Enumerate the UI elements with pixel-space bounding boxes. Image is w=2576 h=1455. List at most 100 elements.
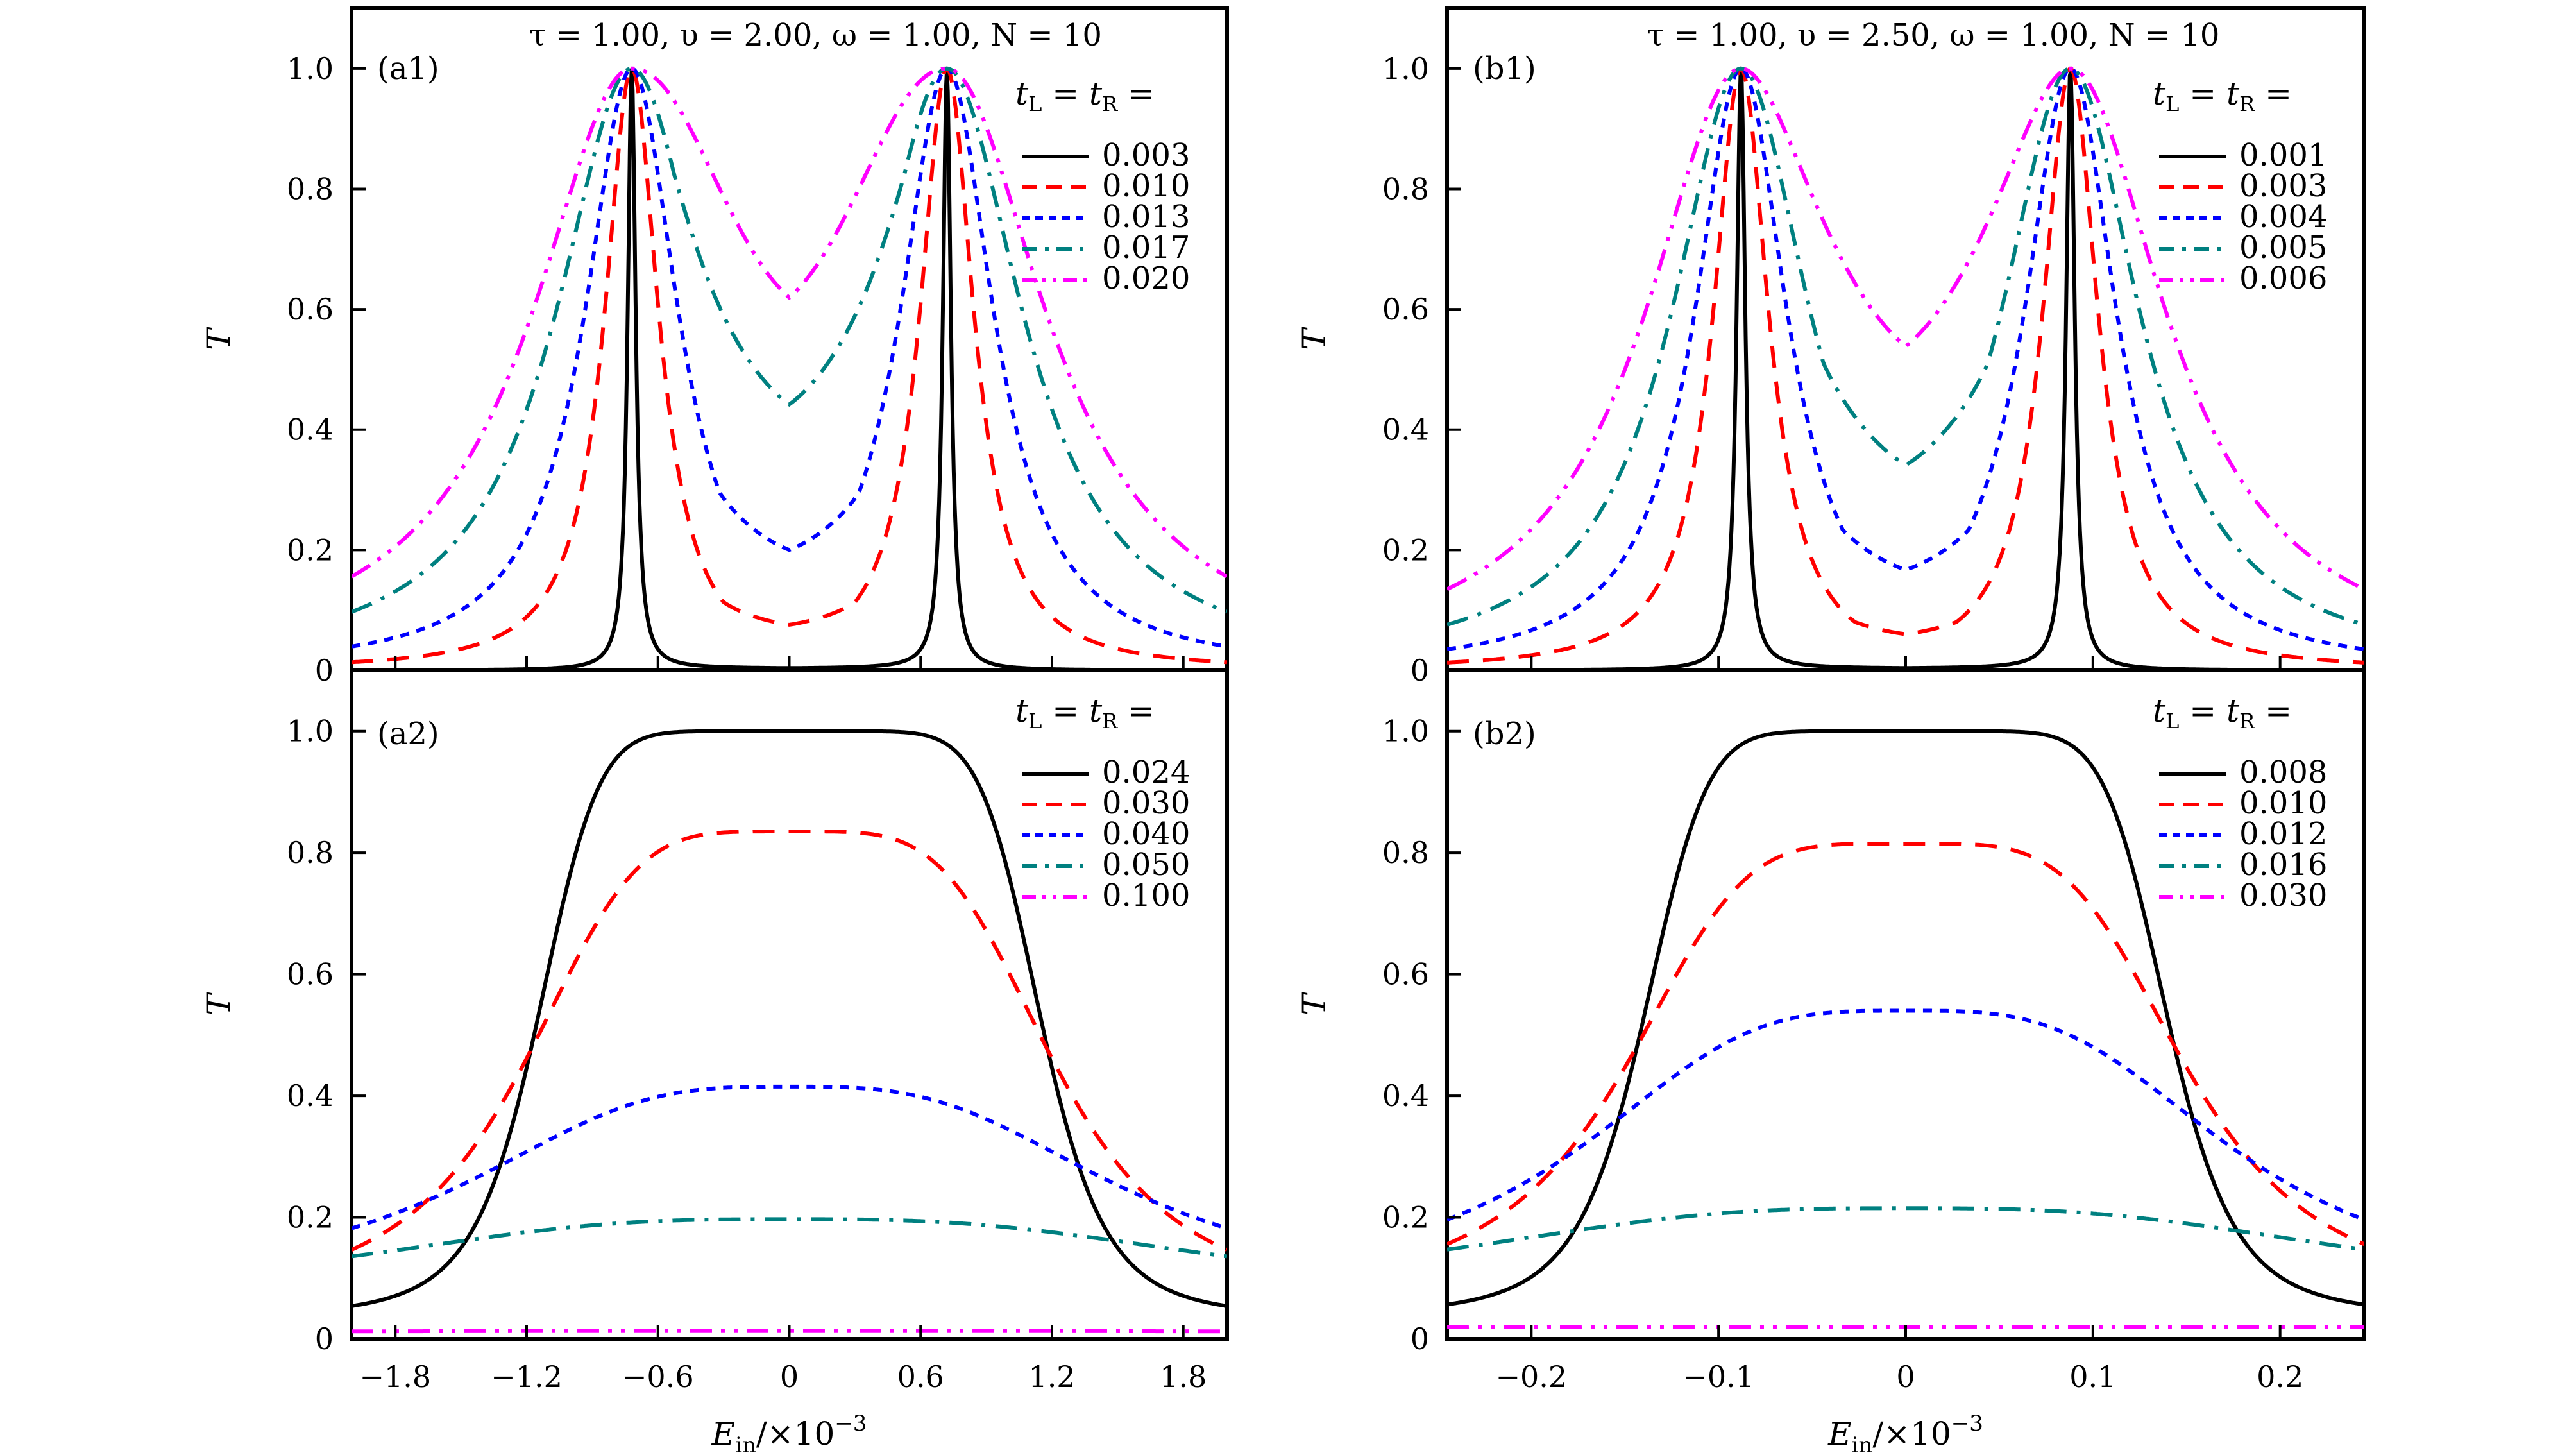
legend-label: 0.016 bbox=[2239, 847, 2327, 883]
y-axis-title: T bbox=[200, 992, 237, 1016]
y-tick-label: 0.8 bbox=[1382, 835, 1429, 870]
legend-label: 0.006 bbox=[2239, 260, 2327, 296]
series-line-0.024 bbox=[352, 729, 1227, 1308]
y-tick-label: 0.8 bbox=[287, 835, 334, 870]
y-tick-label: 0 bbox=[1411, 653, 1429, 688]
x-tick-label: 0 bbox=[1896, 1359, 1915, 1394]
x-tick-label: 1.8 bbox=[1160, 1359, 1207, 1394]
y-tick-label: 0.8 bbox=[1382, 171, 1429, 206]
series-line-0.010 bbox=[352, 66, 1227, 665]
legend-label: 0.001 bbox=[2239, 137, 2327, 173]
y-tick-label: 1.0 bbox=[287, 51, 334, 86]
plot-frame bbox=[1445, 668, 2366, 1341]
series-line-0.005 bbox=[1447, 66, 2364, 627]
y-tick-label: 0.6 bbox=[287, 957, 334, 992]
legend-label: 0.003 bbox=[2239, 168, 2327, 204]
y-tick-label: 0.4 bbox=[1382, 413, 1429, 447]
panel-a2: −1.8 −1.2 −0.6 0 0.6 1.2 1.8 00.20.40.60.81.0 … bbox=[200, 668, 1229, 1455]
y-ticks: 0 0.2 0.4 0.6 0.8 1.0 bbox=[287, 51, 366, 688]
legend-label: 0.004 bbox=[2239, 199, 2327, 235]
legend-label: 0.010 bbox=[1102, 168, 1190, 204]
y-tick-label: 1.0 bbox=[1382, 51, 1429, 86]
y-ticks: 0 0.2 0.4 0.6 0.8 1.0 bbox=[1382, 51, 1461, 688]
y-tick-label: 0.2 bbox=[1382, 532, 1429, 567]
series-line-0.003 bbox=[1447, 66, 2364, 665]
legend-label: 0.017 bbox=[1102, 230, 1190, 266]
x-axis-title: Ein/×10−3 bbox=[1827, 1411, 1983, 1455]
y-axis-title: T bbox=[200, 327, 237, 350]
series-line-0.020 bbox=[352, 66, 1227, 579]
y-tick-label: 0.8 bbox=[287, 171, 334, 206]
x-tick-label: 0.2 bbox=[2257, 1359, 2303, 1394]
legend-title: tL = tR = bbox=[1015, 75, 1155, 116]
legend-title: tL = tR = bbox=[1015, 692, 1155, 733]
y-tick-label: 0.4 bbox=[287, 413, 334, 447]
x-tick-label: −0.1 bbox=[1682, 1359, 1754, 1394]
y-ticks: 0 0.2 0.4 0.6 0.8 1.0 bbox=[287, 714, 366, 1356]
panel-label: (b1) bbox=[1473, 51, 1536, 87]
panel-b2: −0.2 −0.1 0 0.1 0.2 0 0.2 0.4 0.6 0.8 1.0 (b2) tL… bbox=[1296, 668, 2366, 1455]
legend-title: tL = tR = bbox=[2153, 75, 2292, 116]
y-tick-label: 0.6 bbox=[1382, 957, 1429, 992]
x-axis-title-main: E bbox=[711, 1415, 736, 1452]
panel-title: τ = 1.00, υ = 2.50, ω = 1.00, N = 10 bbox=[1647, 17, 2219, 53]
panel-a1: 0 0.2 0.4 0.6 0.8 1.0 (a1) τ = 1.00, υ = 2.00… bbox=[200, 6, 1229, 688]
x-tick-label: 0.6 bbox=[897, 1359, 944, 1394]
series-line-0.017 bbox=[352, 66, 1227, 614]
y-tick-label: 1.0 bbox=[287, 714, 334, 749]
x-tick-label: −1.8 bbox=[359, 1359, 431, 1394]
x-ticks bbox=[394, 656, 1185, 670]
series-line-0.010 bbox=[1447, 842, 2364, 1247]
legend-label: 0.030 bbox=[2239, 878, 2327, 914]
legend-label: 0.012 bbox=[2239, 816, 2327, 852]
x-tick-label: 0 bbox=[780, 1359, 799, 1394]
series-line-0.040 bbox=[352, 1084, 1227, 1230]
y-ticks: 0 0.2 0.4 0.6 0.8 1.0 bbox=[1382, 714, 1461, 1356]
y-tick-label: 0.2 bbox=[287, 532, 334, 567]
x-axis-title-sub: in bbox=[1852, 1433, 1873, 1455]
y-tick-label: 0.4 bbox=[287, 1078, 334, 1113]
legend-label: 0.040 bbox=[1102, 816, 1190, 852]
legend-label: 0.008 bbox=[2239, 754, 2327, 790]
series-line-0.013 bbox=[352, 66, 1227, 649]
panel-b1: 0 0.2 0.4 0.6 0.8 1.0 (b1) τ = 1.00, υ = 2.50… bbox=[1296, 6, 2366, 688]
legend-label: 0.005 bbox=[2239, 230, 2327, 266]
series-line-0.016 bbox=[1447, 1206, 2364, 1252]
legend-label: 0.024 bbox=[1102, 754, 1190, 790]
series-line-0.012 bbox=[1447, 1008, 2364, 1222]
series-line-0.100 bbox=[352, 1329, 1227, 1334]
x-tick-label: −0.6 bbox=[622, 1359, 694, 1394]
x-axis-title-exp: −3 bbox=[1951, 1411, 1983, 1436]
x-tick-label: −1.2 bbox=[491, 1359, 563, 1394]
panel-label: (b2) bbox=[1473, 716, 1536, 752]
curves bbox=[352, 729, 1227, 1334]
y-tick-label: 0 bbox=[1411, 1322, 1429, 1356]
x-tick-label: −0.2 bbox=[1495, 1359, 1567, 1394]
series-line-0.003 bbox=[352, 68, 1227, 670]
panel-label: (a1) bbox=[377, 51, 439, 87]
curves bbox=[352, 66, 1227, 670]
x-axis-title-sub: in bbox=[735, 1433, 756, 1455]
x-tick-label: 0.1 bbox=[2069, 1359, 2116, 1394]
x-ticks: −1.8 −1.2 −0.6 0 0.6 1.2 1.8 bbox=[359, 1325, 1207, 1394]
legend-title: tL = tR = bbox=[2153, 692, 2292, 733]
x-axis-title: Ein/×10−3 bbox=[711, 1411, 867, 1455]
legend-label: 0.100 bbox=[1102, 878, 1190, 914]
x-ticks bbox=[1530, 656, 2282, 670]
legend-label: 0.013 bbox=[1102, 199, 1190, 235]
series-line-0.006 bbox=[1447, 66, 2364, 591]
legend-label: 0.020 bbox=[1102, 260, 1190, 296]
curves bbox=[1447, 66, 2364, 670]
legend-label: 0.030 bbox=[1102, 785, 1190, 821]
x-axis-title-unit: /×10 bbox=[1872, 1415, 1951, 1452]
x-tick-label: 1.2 bbox=[1028, 1359, 1075, 1394]
series-line-0.008 bbox=[1447, 729, 2364, 1307]
series-line-0.050 bbox=[352, 1217, 1227, 1259]
y-tick-label: 1.0 bbox=[1382, 714, 1429, 749]
series-line-0.004 bbox=[1447, 66, 2364, 651]
curves bbox=[1447, 729, 2364, 1329]
y-tick-label: 0.2 bbox=[287, 1200, 334, 1235]
